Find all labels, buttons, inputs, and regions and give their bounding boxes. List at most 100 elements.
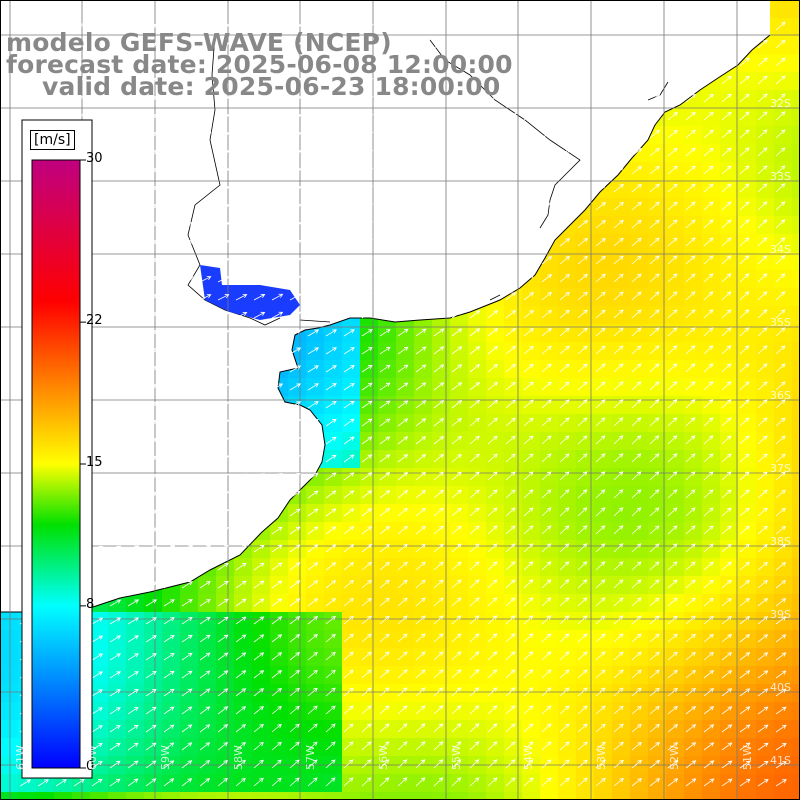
field-cell bbox=[666, 288, 685, 307]
wind-arrow bbox=[271, 60, 284, 67]
wind-arrow bbox=[433, 221, 445, 229]
wind-arrow bbox=[19, 77, 31, 85]
wind-arrow bbox=[199, 563, 211, 571]
wind-arrow bbox=[109, 150, 122, 157]
wind-arrow bbox=[397, 400, 409, 409]
wind-arrow bbox=[145, 742, 157, 751]
wind-arrow bbox=[577, 255, 588, 265]
wind-arrow bbox=[613, 615, 624, 625]
wind-arrow bbox=[757, 742, 769, 751]
field-cell bbox=[180, 630, 199, 649]
field-cell bbox=[396, 414, 415, 433]
field-cell bbox=[774, 630, 793, 649]
field-cell bbox=[738, 774, 757, 793]
field-cell bbox=[450, 378, 469, 397]
field-cell bbox=[558, 666, 577, 685]
field-cell bbox=[432, 774, 451, 793]
field-cell bbox=[342, 522, 361, 541]
field-cell bbox=[468, 342, 487, 361]
wind-arrow bbox=[541, 615, 552, 625]
wind-arrow bbox=[307, 723, 318, 733]
wind-arrow bbox=[613, 219, 624, 229]
field-cell bbox=[576, 756, 595, 775]
wind-arrow bbox=[379, 239, 392, 247]
field-cell bbox=[774, 378, 793, 397]
wind-arrow bbox=[577, 777, 588, 787]
wind-arrow bbox=[307, 472, 319, 481]
wind-arrow bbox=[361, 185, 374, 193]
wind-arrow bbox=[595, 148, 607, 157]
field-cell bbox=[270, 594, 289, 613]
wind-arrow bbox=[649, 723, 660, 733]
wind-arrow bbox=[775, 525, 786, 535]
field-cell bbox=[666, 162, 685, 181]
field-cell bbox=[306, 342, 325, 361]
wind-arrow bbox=[523, 238, 535, 247]
wind-arrow bbox=[505, 489, 516, 499]
wind-arrow bbox=[559, 399, 570, 409]
field-cell bbox=[126, 792, 145, 800]
field-cell bbox=[630, 432, 649, 451]
wind-arrow bbox=[379, 543, 390, 553]
wind-arrow bbox=[343, 96, 356, 103]
wind-arrow bbox=[91, 653, 104, 661]
field-cell bbox=[504, 414, 523, 433]
wind-arrow bbox=[397, 669, 408, 679]
longitude-label: 52W bbox=[668, 745, 681, 770]
field-cell bbox=[360, 612, 379, 631]
wind-arrow bbox=[325, 544, 337, 553]
wind-arrow bbox=[343, 275, 356, 283]
wind-arrow bbox=[487, 149, 499, 157]
wind-arrow bbox=[469, 77, 482, 85]
wind-arrow bbox=[289, 329, 302, 337]
wind-arrow bbox=[91, 258, 104, 265]
wind-arrow bbox=[55, 59, 68, 67]
wind-arrow bbox=[19, 23, 31, 31]
field-cell bbox=[324, 342, 343, 361]
wind-arrow bbox=[487, 202, 499, 211]
field-cell bbox=[792, 684, 800, 703]
wind-arrow bbox=[685, 40, 697, 49]
field-cell bbox=[504, 774, 523, 793]
field-cell bbox=[756, 216, 775, 235]
wind-arrow bbox=[235, 562, 247, 571]
wind-arrow bbox=[703, 22, 715, 31]
field-cell bbox=[738, 396, 757, 415]
wind-arrow bbox=[415, 292, 427, 301]
wind-arrow bbox=[649, 489, 660, 499]
field-cell bbox=[630, 792, 649, 800]
field-cell bbox=[558, 630, 577, 649]
wind-arrow bbox=[685, 381, 696, 391]
wind-arrow bbox=[235, 544, 247, 553]
field-cell bbox=[342, 396, 361, 415]
wind-arrow bbox=[469, 113, 481, 121]
field-cell bbox=[162, 774, 181, 793]
wind-arrow bbox=[685, 345, 696, 355]
field-cell bbox=[612, 612, 631, 631]
wind-arrow bbox=[451, 167, 463, 175]
wind-arrow bbox=[559, 363, 570, 373]
wind-arrow bbox=[649, 183, 660, 193]
wind-arrow bbox=[415, 59, 428, 67]
field-cell bbox=[738, 666, 757, 685]
wind-arrow bbox=[649, 741, 661, 751]
field-cell bbox=[486, 774, 505, 793]
wind-arrow bbox=[739, 670, 751, 679]
wind-arrow bbox=[235, 276, 248, 283]
wind-arrow bbox=[613, 237, 624, 247]
field-cell bbox=[198, 594, 217, 613]
field-cell bbox=[324, 702, 343, 721]
wind-arrow bbox=[415, 239, 427, 247]
latitude-label: 37S bbox=[770, 462, 791, 475]
wind-arrow bbox=[541, 579, 552, 589]
wind-arrow bbox=[55, 95, 68, 103]
wind-arrow bbox=[613, 687, 624, 697]
wind-arrow bbox=[145, 59, 158, 67]
field-cell bbox=[774, 414, 793, 433]
wind-arrow bbox=[505, 381, 516, 391]
wind-arrow bbox=[703, 273, 714, 283]
wind-arrow bbox=[235, 616, 247, 625]
wind-arrow bbox=[613, 381, 624, 391]
field-cell bbox=[540, 576, 559, 595]
wind-arrow bbox=[577, 471, 588, 481]
